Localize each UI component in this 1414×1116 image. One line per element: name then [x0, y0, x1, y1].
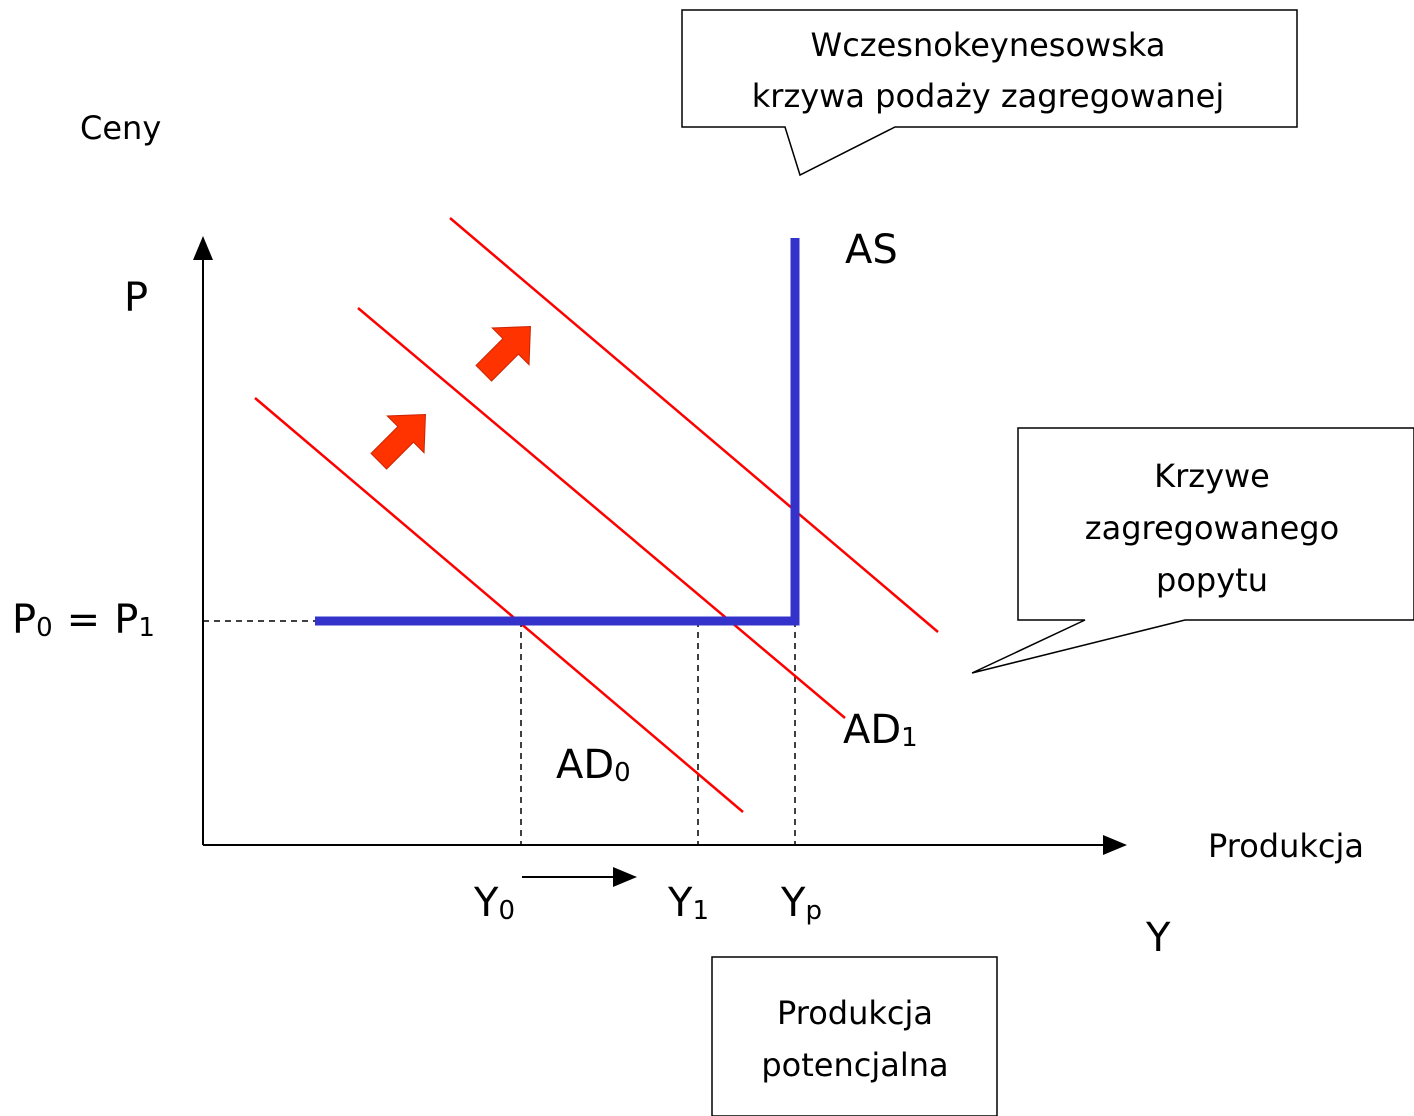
- text: Y: [473, 880, 499, 926]
- text: 0: [614, 758, 631, 788]
- text: 1: [138, 613, 155, 643]
- callout-text: potencjalna: [761, 1046, 948, 1084]
- text: AD: [556, 742, 614, 788]
- curve-label: AD1: [843, 707, 918, 753]
- output-label: Y1: [667, 880, 709, 926]
- text: P: [114, 597, 138, 643]
- axis-label: Y: [1145, 915, 1171, 961]
- text: P: [12, 597, 36, 643]
- text: 1: [901, 723, 918, 753]
- callout-box: [971, 427, 1414, 674]
- callout-text: krzywa podaży zagregowanej: [752, 77, 1224, 115]
- text: 0: [36, 613, 53, 643]
- as-curve: [315, 238, 800, 626]
- axis-label: Produkcja: [1208, 827, 1364, 865]
- callout-text: zagregowanego: [1085, 509, 1339, 547]
- price-label: P0 = P1: [12, 597, 155, 643]
- text: 0: [498, 896, 515, 926]
- curve-label: AS: [845, 227, 898, 273]
- curve-label: AD0: [556, 742, 631, 788]
- axis-label: Ceny: [80, 109, 161, 147]
- shift-arrows: [370, 326, 531, 470]
- output-label: Yp: [780, 880, 822, 926]
- callout-text: Wczesnokeynesowska: [811, 26, 1166, 64]
- output-label: Y0: [473, 880, 515, 926]
- text: =: [67, 597, 101, 643]
- text: p: [805, 896, 822, 926]
- ad-curves: [254, 217, 939, 813]
- callout-box: [711, 956, 998, 1116]
- guides: [203, 620, 796, 845]
- callout-texts: Wczesnokeynesowska krzywa podaży zagrego…: [752, 26, 1339, 1084]
- axis-label: P: [124, 275, 148, 321]
- callout-box: [681, 9, 1298, 177]
- callout-text: popytu: [1156, 561, 1268, 599]
- text: AD: [843, 707, 901, 753]
- text: Y: [667, 880, 693, 926]
- text: Y: [780, 880, 806, 926]
- callout-text: Krzywe: [1154, 457, 1270, 495]
- callout-text: Produkcja: [777, 994, 933, 1032]
- text: 1: [692, 896, 709, 926]
